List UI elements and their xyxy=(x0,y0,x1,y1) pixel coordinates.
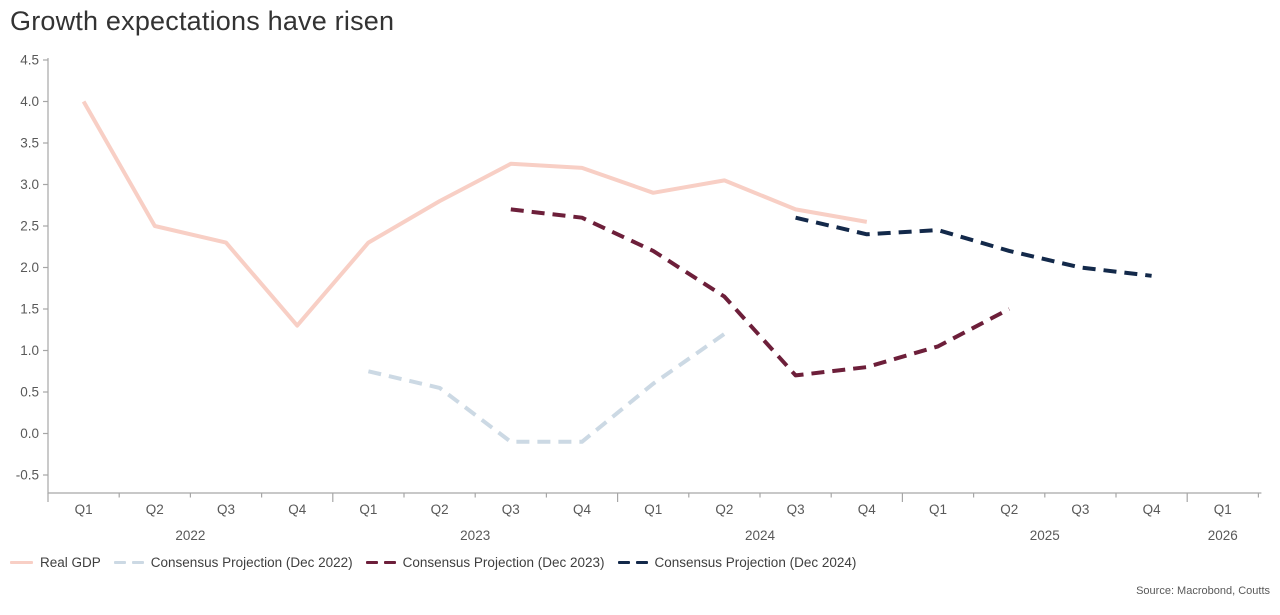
axis-tick-label: Q2 xyxy=(431,502,449,517)
dec-2024-dash-marker xyxy=(617,560,648,565)
series-line-3 xyxy=(795,215,1152,278)
axis-tick-label: 2025 xyxy=(1030,528,1060,543)
axis-tick-label: Q4 xyxy=(573,502,592,517)
axis-lines xyxy=(47,58,1262,494)
axis-tick-label: Q4 xyxy=(288,502,307,517)
axis-tick-label: Q3 xyxy=(217,502,235,517)
axis-tick-label: Q1 xyxy=(929,502,947,517)
axis-tick-label: Q2 xyxy=(146,502,164,517)
real-gdp-line-marker xyxy=(10,560,33,565)
legend-label: Real GDP xyxy=(40,555,101,570)
axis-tick-label: 2.5 xyxy=(20,219,39,234)
chart-title: Growth expectations have risen xyxy=(10,6,395,36)
legend-label: Consensus Projection (Dec 2024) xyxy=(654,555,857,570)
axis-tick-label: 1.0 xyxy=(20,343,39,358)
axis-tick-label: 4.5 xyxy=(20,53,39,68)
legend-label: Consensus Projection (Dec 2022) xyxy=(150,555,353,570)
axis-tick-label: Q1 xyxy=(1214,502,1232,517)
series-line-2 xyxy=(510,207,1011,378)
legend-item-real-gdp: Real GDP xyxy=(10,555,101,570)
series-line-1 xyxy=(367,332,726,444)
series-line-0 xyxy=(81,100,868,328)
axis-tick-label: 2.0 xyxy=(20,260,39,275)
dec-2022-dash-marker xyxy=(113,560,144,565)
chart-legend: Real GDP Consensus Projection (Dec 2022)… xyxy=(10,555,869,570)
axis-tick-label: 2023 xyxy=(460,528,490,543)
axis-tick-label: Q3 xyxy=(502,502,520,517)
axis-tick-label: Q2 xyxy=(715,502,733,517)
axis-tick-label: Q2 xyxy=(1000,502,1018,517)
axis-tick-label: Q3 xyxy=(1071,502,1089,517)
axis-tick-label: 0.0 xyxy=(20,426,39,441)
axis-tick-label: Q1 xyxy=(75,502,93,517)
axis-tick-label: Q1 xyxy=(644,502,662,517)
source-note: Source: Macrobond, Coutts xyxy=(1136,585,1270,597)
axis-tick-label: 2026 xyxy=(1208,528,1238,543)
legend-item-consensus-dec-2022: Consensus Projection (Dec 2022) xyxy=(113,555,353,570)
axis-tick-label: 0.5 xyxy=(20,385,39,400)
axis-tick-label: 3.5 xyxy=(20,136,39,151)
axis-tick-label: Q4 xyxy=(1143,502,1162,517)
axis-tick-label: 2022 xyxy=(175,528,205,543)
legend-item-consensus-dec-2024: Consensus Projection (Dec 2024) xyxy=(617,555,857,570)
axis-tick-label: 2024 xyxy=(745,528,776,543)
axis-tick-label: Q3 xyxy=(787,502,805,517)
axis-tick-label: 1.5 xyxy=(20,302,39,317)
axis-tick-label: 4.0 xyxy=(20,94,39,109)
axis-tick-label: 3.0 xyxy=(20,177,39,192)
legend-label: Consensus Projection (Dec 2023) xyxy=(402,555,605,570)
axis-tick-label: Q1 xyxy=(359,502,377,517)
axis-tick-label: -0.5 xyxy=(16,468,39,483)
legend-item-consensus-dec-2023: Consensus Projection (Dec 2023) xyxy=(365,555,605,570)
axis-tick-label: Q4 xyxy=(858,502,877,517)
dec-2023-dash-marker xyxy=(365,560,396,565)
